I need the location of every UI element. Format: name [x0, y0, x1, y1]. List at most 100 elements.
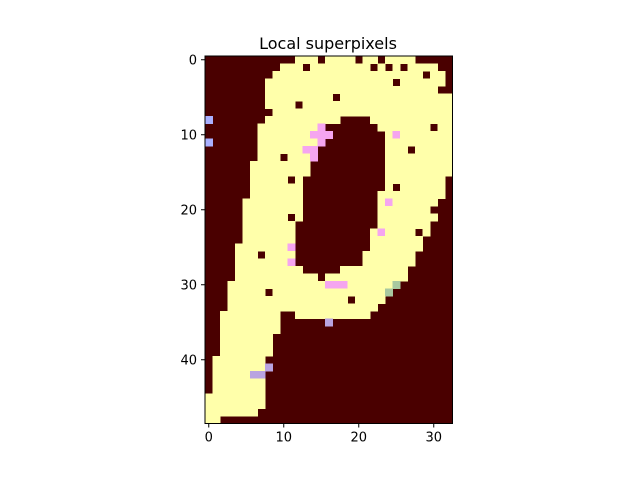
superpixel-cell — [250, 183, 303, 192]
superpixel-cell — [250, 176, 288, 184]
superpixel-cell — [392, 198, 438, 207]
chart-title: Local superpixels — [259, 34, 397, 53]
superpixel-cell — [265, 116, 341, 124]
superpixel-cell — [250, 191, 303, 199]
superpixel-cell — [325, 273, 408, 282]
superpixel-cell — [257, 146, 303, 154]
superpixel-cell — [302, 101, 453, 109]
superpixel-cell — [295, 311, 371, 319]
y-tick-label: 40 — [180, 353, 197, 368]
superpixel-cell — [385, 176, 446, 184]
edge-superpixel-cell — [302, 146, 318, 154]
superpixel-cell — [400, 183, 446, 192]
superpixel-cell — [257, 131, 311, 139]
superpixel-cell — [422, 228, 431, 237]
edge-superpixel-cell — [205, 138, 213, 147]
superpixel-cell — [205, 401, 266, 409]
superpixel-cell — [370, 236, 423, 244]
superpixel-cell — [272, 71, 423, 79]
superpixel-cell — [265, 78, 393, 87]
superpixel-cell — [212, 386, 266, 394]
edge-superpixel-cell — [392, 131, 401, 139]
superpixel-cell — [377, 198, 386, 207]
superpixel-cell — [340, 266, 408, 274]
edge-superpixel-cell — [287, 258, 296, 267]
x-tick-label: 0 — [205, 431, 213, 446]
edge-superpixel-cell — [392, 281, 401, 289]
superpixel-cell — [227, 288, 266, 297]
superpixel-cell — [430, 71, 446, 79]
superpixel-cell — [385, 146, 408, 154]
x-tick-label: 20 — [350, 431, 367, 446]
edge-superpixel-cell — [310, 131, 333, 139]
superpixel-cell — [220, 333, 273, 342]
superpixel-cell — [437, 123, 453, 132]
superpixel-cell — [407, 63, 438, 72]
superpixel-cell — [250, 161, 311, 169]
superpixel-cell — [400, 131, 453, 139]
superpixel-cell — [265, 93, 333, 102]
superpixel-cell — [265, 101, 296, 109]
superpixel-cell — [227, 303, 378, 312]
y-tick-label: 20 — [180, 203, 197, 218]
edge-superpixel-cell — [205, 116, 213, 124]
superpixel-cell — [370, 243, 423, 252]
superpixel-cell — [265, 251, 296, 259]
superpixel-cell — [295, 213, 303, 222]
edge-superpixel-cell — [325, 281, 348, 289]
superpixel-cell — [310, 63, 371, 72]
superpixel-cell — [385, 153, 453, 162]
superpixel-cell — [295, 56, 318, 64]
heatmap-area — [205, 56, 453, 424]
superpixel-cell — [377, 206, 431, 214]
superpixel-cell — [385, 228, 416, 237]
superpixel-cell — [235, 273, 318, 282]
superpixel-cell — [415, 146, 453, 154]
superpixel-cell — [220, 348, 273, 357]
superpixel-cell — [325, 56, 356, 64]
superpixel-cell — [242, 206, 303, 214]
superpixel-cell — [272, 288, 386, 297]
superpixel-cell — [242, 198, 303, 207]
superpixel-cell — [392, 63, 401, 72]
superpixel-cell — [295, 176, 303, 184]
superpixel-cell — [257, 153, 281, 162]
superpixel-cell — [385, 131, 393, 139]
x-tick-label: 10 — [275, 431, 292, 446]
superpixel-cell — [280, 63, 303, 72]
superpixel-cell — [235, 251, 258, 259]
superpixel-cell — [235, 258, 288, 267]
superpixel-cell — [400, 78, 446, 87]
superpixel-cell — [362, 258, 416, 267]
superpixel-cell — [385, 183, 393, 192]
superpixel-cell — [385, 168, 453, 177]
superpixel-cell — [242, 228, 296, 237]
superpixel-cell — [205, 408, 258, 417]
superpixel-cell — [212, 356, 266, 364]
superpixel-cell — [220, 311, 281, 319]
edge-superpixel-cell — [317, 123, 326, 132]
superpixel-cell — [212, 378, 266, 387]
superpixel-cell — [385, 161, 453, 169]
superpixel-cell — [385, 56, 416, 64]
y-tick-label: 10 — [180, 128, 197, 143]
edge-superpixel-cell — [250, 371, 266, 379]
edge-superpixel-cell — [385, 198, 393, 207]
edge-superpixel-cell — [265, 363, 273, 372]
x-tick-label: 30 — [425, 431, 442, 446]
axes: 0 10 20 30 0 10 20 30 40 — [180, 53, 453, 446]
superpixel-cell — [227, 281, 326, 289]
edge-superpixel-cell — [317, 138, 326, 147]
superpixel-cell — [340, 93, 453, 102]
superpixel-cell — [220, 326, 281, 334]
superpixel-cell — [242, 213, 288, 222]
superpixel-cell — [347, 281, 393, 289]
superpixel-cell — [362, 251, 416, 259]
y-tick-label: 0 — [189, 53, 197, 68]
superpixel-cell — [212, 371, 251, 379]
superpixel-cell — [385, 138, 453, 147]
superpixel-cell — [227, 296, 348, 304]
superpixel-cell — [265, 86, 438, 94]
superpixel-cell — [220, 341, 273, 349]
